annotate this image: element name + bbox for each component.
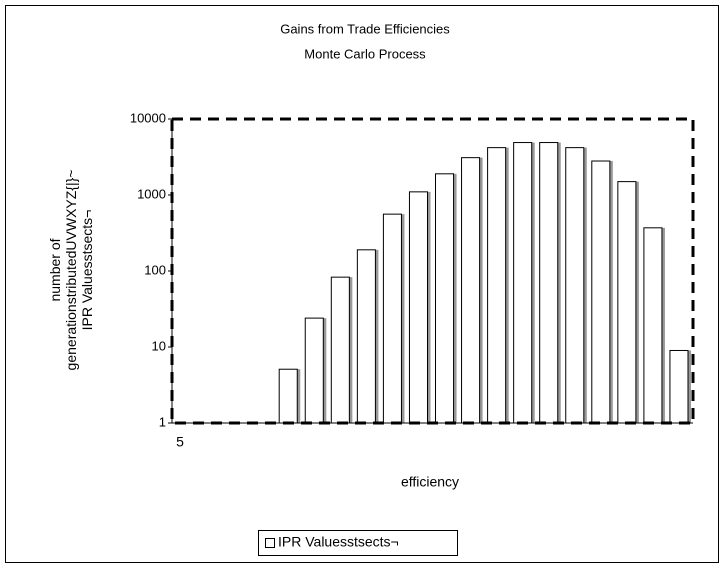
bar: [461, 157, 481, 424]
bar: [669, 349, 689, 424]
legend-swatch: [265, 538, 275, 548]
y-axis-label-line: number of: [47, 238, 63, 301]
y-tick-label: 1: [159, 414, 166, 429]
legend-label: IPR Valuesstsects¬: [278, 534, 399, 550]
bar-side: [661, 227, 665, 423]
bar-side: [505, 147, 509, 423]
bar: [330, 276, 350, 424]
bar-side: [401, 214, 405, 423]
bar: [356, 249, 376, 424]
bar-side: [297, 369, 301, 423]
legend-box: [258, 530, 458, 556]
chart-title: Gains from Trade Efficiencies: [280, 21, 450, 36]
bar-side: [609, 161, 613, 423]
chart-subtitle: Monte Carlo Process: [304, 46, 426, 61]
y-axis-label: number ofgenerationstributedUVWXYZ{|}~IP…: [47, 170, 95, 371]
bar: [643, 227, 663, 424]
y-axis-label-line: generationstributedUVWXYZ{|}~: [63, 170, 79, 371]
bar: [382, 213, 402, 424]
bar: [408, 191, 429, 424]
bar-side: [427, 191, 431, 423]
bar-side: [583, 147, 587, 423]
bar-side: [688, 350, 691, 423]
bar: [513, 142, 533, 424]
bar-side: [453, 173, 457, 423]
bar-side: [479, 157, 483, 424]
y-axis-label-line: IPR Valuesstsects¬: [79, 210, 95, 331]
bar-side: [323, 318, 327, 423]
bar: [278, 368, 298, 424]
y-tick-label: 10: [152, 338, 166, 353]
y-tick-label: 1000: [137, 186, 166, 201]
x-axis-label: efficiency: [401, 474, 459, 490]
x-tick-label: 5: [176, 434, 184, 450]
bar: [304, 317, 324, 424]
bar: [617, 181, 637, 424]
bar: [435, 173, 455, 424]
bar-side: [635, 181, 639, 423]
bar: [539, 142, 559, 424]
y-tick-label: 10000: [130, 110, 166, 125]
bar-side: [557, 142, 561, 423]
bar: [487, 147, 507, 424]
bar-side: [349, 277, 353, 423]
bar-side: [531, 142, 535, 423]
y-tick-label: 100: [144, 262, 166, 277]
bar-side: [375, 249, 379, 423]
bar: [565, 147, 585, 424]
bar: [591, 160, 611, 424]
